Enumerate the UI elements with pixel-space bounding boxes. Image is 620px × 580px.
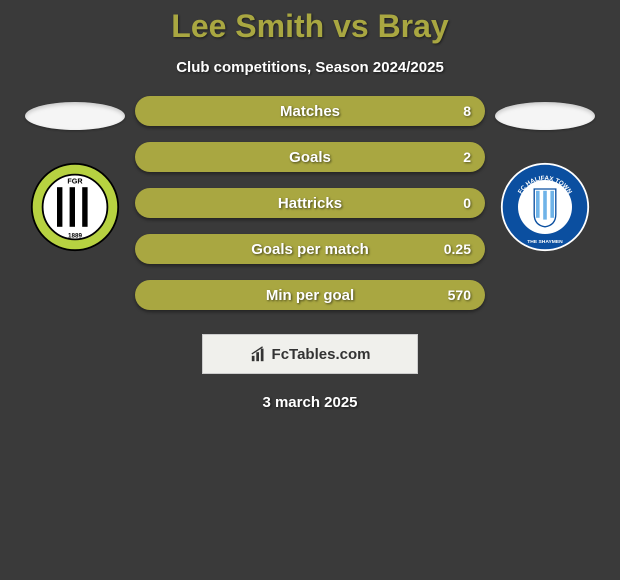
stat-label: Goals per match	[135, 241, 485, 258]
svg-text:FGR: FGR	[67, 177, 83, 186]
stats-column: Matches 8 Goals 2 Hattricks 0 Goals per …	[135, 94, 485, 310]
stat-bar-hattricks: Hattricks 0	[135, 188, 485, 218]
stat-bar-gpm: Goals per match 0.25	[135, 234, 485, 264]
main-row: FGR 1889 Matches 8 Goals 2 Hattricks 0	[0, 94, 620, 310]
stat-right-value: 0	[463, 195, 471, 211]
left-player-col: FGR 1889	[15, 94, 135, 252]
stat-right-value: 570	[448, 287, 471, 303]
date-label: 3 march 2025	[262, 394, 357, 411]
brand-box[interactable]: FcTables.com	[202, 334, 418, 374]
comparison-card: Lee Smith vs Bray Club competitions, Sea…	[0, 0, 620, 411]
stat-right-value: 2	[463, 149, 471, 165]
club-badge-right: FC HALIFAX TOWN THE SHAYMEN	[500, 162, 590, 252]
right-player-col: FC HALIFAX TOWN THE SHAYMEN	[485, 94, 605, 252]
stat-label: Hattricks	[135, 195, 485, 212]
stat-label: Goals	[135, 149, 485, 166]
stat-bar-goals: Goals 2	[135, 142, 485, 172]
stat-bar-matches: Matches 8	[135, 96, 485, 126]
stat-right-value: 8	[463, 103, 471, 119]
player-silhouette-right	[495, 102, 595, 130]
svg-text:THE SHAYMEN: THE SHAYMEN	[527, 239, 563, 245]
stat-label: Matches	[135, 103, 485, 120]
stat-label: Min per goal	[135, 287, 485, 304]
brand-label: FcTables.com	[272, 346, 371, 363]
chart-icon	[250, 345, 268, 363]
subtitle: Club competitions, Season 2024/2025	[176, 59, 444, 76]
club-badge-left: FGR 1889	[30, 162, 120, 252]
stat-right-value: 0.25	[444, 241, 471, 257]
svg-text:1889: 1889	[68, 233, 83, 240]
page-title: Lee Smith vs Bray	[171, 8, 448, 45]
player-silhouette-left	[25, 102, 125, 130]
stat-bar-mpg: Min per goal 570	[135, 280, 485, 310]
